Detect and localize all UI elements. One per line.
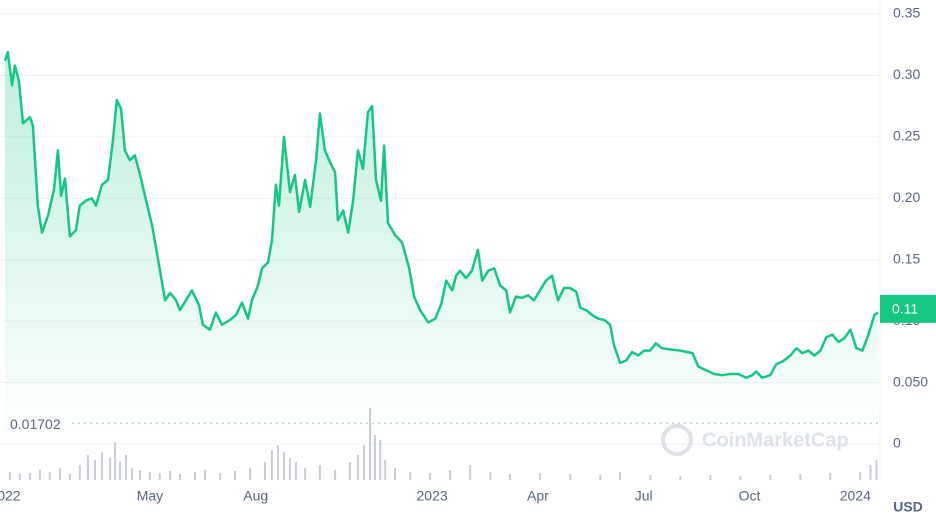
volume-bar bbox=[859, 472, 862, 480]
x-tick-label: Oct bbox=[739, 488, 761, 504]
price-badge-label: 0.11 bbox=[892, 301, 918, 317]
y-tick-label: 0 bbox=[893, 435, 901, 451]
volume-bar bbox=[249, 468, 252, 480]
volume-bar bbox=[599, 475, 602, 480]
volume-bar bbox=[288, 458, 291, 480]
volume-bar bbox=[394, 468, 397, 480]
x-tick-label: May bbox=[137, 488, 163, 504]
volume-bar bbox=[130, 468, 133, 480]
volume-bar bbox=[203, 470, 206, 480]
volume-bar bbox=[276, 445, 279, 480]
volume-bar bbox=[409, 472, 412, 480]
volume-bar bbox=[428, 473, 431, 480]
volume-bar bbox=[829, 473, 832, 480]
currency: USD bbox=[893, 499, 923, 515]
volume-bar bbox=[270, 450, 273, 480]
volume-bar bbox=[178, 474, 181, 480]
volume-bar bbox=[373, 435, 376, 480]
volume-bar bbox=[118, 462, 121, 480]
volume-bar bbox=[869, 465, 872, 480]
volume-bar bbox=[875, 460, 878, 480]
volume-bar bbox=[263, 462, 266, 480]
volume-bar bbox=[109, 458, 112, 480]
volume-bar bbox=[539, 473, 542, 480]
volume-bar bbox=[318, 465, 321, 480]
volume-bar bbox=[294, 462, 297, 480]
y-tick-label: 0.35 bbox=[893, 5, 920, 21]
price-badge bbox=[880, 294, 936, 323]
volume-bar bbox=[739, 476, 742, 480]
volume-bar bbox=[379, 440, 382, 480]
volume-bar bbox=[48, 472, 51, 480]
x-tick-label: Jul bbox=[635, 488, 653, 504]
volume-bar bbox=[100, 452, 103, 480]
volume-bar bbox=[139, 470, 142, 480]
volume-bar bbox=[124, 455, 127, 480]
volume-bar bbox=[158, 473, 161, 480]
min-label: 0.01702 bbox=[10, 416, 61, 432]
x-tick-label: Apr bbox=[527, 488, 549, 504]
volume-bar bbox=[619, 472, 622, 480]
y-tick-label: 0.30 bbox=[893, 66, 920, 82]
volume-bar bbox=[679, 476, 682, 480]
volume-bar bbox=[233, 471, 236, 480]
volume-bar bbox=[799, 474, 802, 480]
volume-bar bbox=[769, 475, 772, 480]
volume-bar bbox=[384, 460, 387, 480]
volume-bar bbox=[304, 468, 307, 480]
y-tick-label: 0.20 bbox=[893, 189, 920, 205]
volume-bar bbox=[219, 473, 222, 480]
y-tick-label: 0.15 bbox=[893, 250, 920, 266]
volume-bar bbox=[38, 470, 41, 480]
volume-bar bbox=[169, 471, 172, 480]
volume-bar bbox=[363, 445, 366, 480]
price-line bbox=[3, 50, 879, 379]
volume-bar bbox=[649, 475, 652, 480]
volume-bar bbox=[86, 455, 89, 480]
x-tick-label: 2023 bbox=[417, 488, 448, 504]
volume-bar bbox=[357, 455, 360, 480]
volume-bar bbox=[194, 472, 197, 480]
x-tick-label: Aug bbox=[243, 488, 268, 504]
y-tick-label: 0.050 bbox=[893, 373, 928, 389]
volume-bar bbox=[114, 442, 117, 480]
volume-bar bbox=[59, 468, 62, 480]
volume-bar bbox=[93, 460, 96, 480]
volume-bar bbox=[509, 474, 512, 480]
volume-bar bbox=[348, 462, 351, 480]
x-tick-label: 022 bbox=[0, 488, 21, 504]
price-area bbox=[5, 52, 879, 444]
volume-bar bbox=[334, 470, 337, 480]
volume-bar bbox=[18, 474, 21, 480]
volume-bar bbox=[68, 474, 71, 480]
volume-bar bbox=[78, 465, 81, 480]
volume-bar bbox=[449, 470, 452, 480]
volume-bar bbox=[489, 472, 492, 480]
volume-bar bbox=[569, 474, 572, 480]
y-tick-label: 0.25 bbox=[893, 128, 920, 144]
x-tick-label: 2024 bbox=[840, 488, 871, 504]
volume-bar bbox=[8, 472, 11, 480]
volume-bar bbox=[282, 452, 285, 480]
volume-bar bbox=[709, 475, 712, 480]
volume-bar bbox=[29, 473, 32, 480]
volume-bar bbox=[148, 472, 151, 480]
volume-bar bbox=[469, 465, 472, 480]
